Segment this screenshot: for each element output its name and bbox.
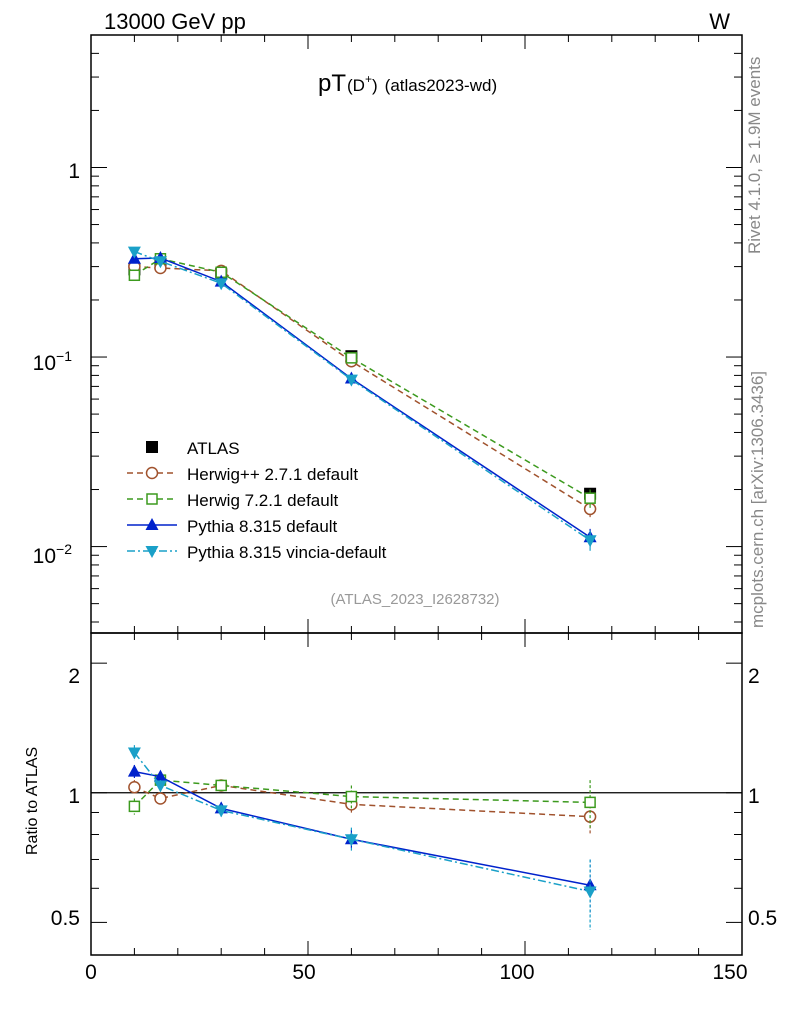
ratio-point-herwig7 <box>128 800 141 813</box>
main-point-vincia <box>344 374 358 387</box>
main-point-vincia <box>583 535 597 548</box>
xtick-label-50: 50 <box>292 961 315 984</box>
ratio-ytick-label-1: 1 <box>68 785 80 808</box>
ratio-ylabel: Ratio to ATLAS <box>24 747 41 855</box>
ratio-point-herwig7 <box>584 796 596 809</box>
ratio-point-vincia <box>127 747 141 760</box>
xtick-label-0: 0 <box>85 961 97 984</box>
legend-label-herwigpp: Herwig++ 2.7.1 default <box>187 465 358 484</box>
legend-marker-atlas <box>146 441 158 453</box>
ratio-line-herwig7 <box>133 779 591 807</box>
energy-label: 13000 GeV pp <box>104 9 246 34</box>
process-label: W <box>709 9 730 34</box>
ratio-line-herwigpp <box>134 784 591 818</box>
ratio-point-herwigpp <box>154 792 167 805</box>
main-axes <box>90 34 743 633</box>
ratio-point-vincia <box>583 886 597 899</box>
ratio-axes <box>90 633 743 955</box>
legend-marker-vincia <box>145 546 159 558</box>
ratio-ytick-label-2: 2 <box>68 665 80 688</box>
ratio-point-pythia <box>153 769 167 782</box>
legend: ATLAS Herwig++ 2.7.1 default Herwig 7.2.… <box>127 439 387 562</box>
main-point-herwig7 <box>345 352 358 364</box>
rivet-version-label: Rivet 4.1.0, ≥ 1.9M events <box>745 57 764 254</box>
legend-label-pythia: Pythia 8.315 default <box>187 517 338 536</box>
ratio-series <box>127 745 597 931</box>
legend-marker-herwig7 <box>146 493 158 505</box>
main-point-vincia <box>127 246 141 259</box>
main-ytick-label-1: 1 <box>68 160 80 183</box>
main-point-vincia <box>153 256 167 269</box>
ratio-line-vincia <box>133 752 591 893</box>
main-line-herwig7 <box>133 257 591 499</box>
xtick-label-150: 150 <box>712 961 747 984</box>
ratio-plot-frame <box>90 632 743 956</box>
main-ytick-label-0.01: 10−2 <box>33 541 73 568</box>
legend-label-vincia: Pythia 8.315 vincia-default <box>187 543 387 562</box>
ratio-point-herwigpp <box>128 780 141 794</box>
mcplots-label: mcplots.cern.ch [arXiv:1306.3436] <box>748 371 767 628</box>
ratio-point-herwig7 <box>345 790 358 803</box>
main-point-vincia <box>214 278 228 291</box>
analysis-watermark: (ATLAS_2023_I2628732) <box>330 591 499 608</box>
main-point-herwig7 <box>584 492 596 504</box>
ratio-ytick-label-1-right: 1 <box>748 785 760 808</box>
ratio-point-herwig7 <box>215 779 227 792</box>
legend-marker-pythia <box>145 518 159 530</box>
ratio-point-pythia <box>127 764 141 777</box>
legend-label-herwig7: Herwig 7.2.1 default <box>187 491 338 510</box>
ratio-point-vincia <box>214 805 228 818</box>
main-series <box>127 246 597 551</box>
main-point-herwig7 <box>128 269 141 282</box>
ratio-ytick-label-0.5-right: 0.5 <box>748 907 777 930</box>
xtick-label-100: 100 <box>499 961 534 984</box>
ratio-line-pythia <box>134 770 591 886</box>
main-ytick-label-0.1: 10−1 <box>33 348 73 375</box>
legend-marker-herwigpp <box>145 466 159 480</box>
plot-title: pT(D+) (atlas2023-wd) <box>318 70 497 97</box>
ratio-ytick-label-0.5: 0.5 <box>51 907 80 930</box>
ratio-ytick-label-2-right: 2 <box>748 665 760 688</box>
legend-label-atlas: ATLAS <box>187 439 240 458</box>
ratio-point-vincia <box>344 834 358 847</box>
ratio-point-vincia <box>153 780 167 793</box>
